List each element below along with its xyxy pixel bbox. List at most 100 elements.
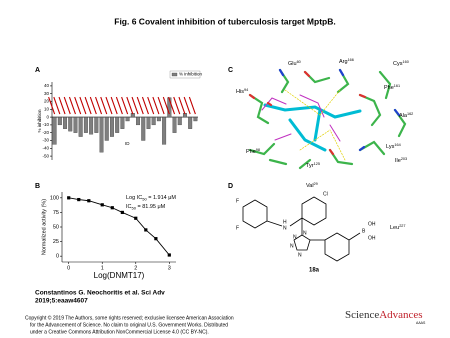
- panel-letter: C: [228, 67, 233, 74]
- residue-name: Val: [306, 183, 314, 189]
- data-point: [167, 253, 171, 257]
- bar: [57, 116, 62, 126]
- residue-number: 98: [256, 148, 260, 152]
- atom-label: OH: [368, 235, 376, 241]
- y-tick-label: 100: [50, 195, 59, 201]
- residue-label: Arg166: [339, 58, 354, 65]
- data-point: [134, 216, 138, 220]
- category-label-mark: [100, 96, 108, 115]
- annotation-text: = 1.914 μM: [147, 195, 177, 201]
- residue-number: 161: [394, 84, 400, 88]
- data-point: [100, 203, 104, 207]
- bar: [151, 116, 156, 126]
- x-tick-label: 0: [67, 265, 70, 271]
- data-point: [154, 237, 158, 241]
- annotation-subscript: 50: [132, 206, 137, 211]
- residue-name: Glu: [288, 61, 297, 67]
- category-label-mark: [79, 96, 87, 115]
- copyright-line: for the Advancement of Science. No claim…: [30, 322, 228, 328]
- category-label-mark: [121, 96, 129, 115]
- bar: [125, 116, 130, 122]
- bar: [146, 116, 151, 129]
- annotation-subscript: 50: [142, 197, 147, 202]
- bar: [177, 116, 182, 126]
- residue-label: Val29: [306, 182, 318, 189]
- data-point: [144, 228, 148, 232]
- y-tick-label: 10: [44, 106, 50, 111]
- residue-number: 94: [244, 88, 248, 92]
- atom-label: OH: [368, 221, 376, 227]
- logo-aaas: AAAS: [416, 321, 426, 325]
- bar: [52, 116, 57, 145]
- residue-name: Lys: [386, 144, 395, 150]
- category-label-mark: [115, 96, 123, 115]
- residue-label: Leu227: [390, 224, 406, 231]
- residue-label: Glu60: [288, 60, 301, 67]
- bar: [89, 116, 94, 135]
- category-label-mark: [53, 96, 61, 115]
- x-tick-label: 2: [134, 265, 137, 271]
- residue-label: Cys160: [393, 60, 409, 67]
- y-tick-label: 50: [53, 224, 59, 230]
- y-tick-label: 30: [44, 91, 50, 96]
- residue-name: His: [236, 89, 244, 95]
- category-label-mark: [84, 96, 92, 115]
- data-point: [87, 199, 91, 203]
- legend-label: % inhibition: [179, 72, 203, 77]
- residue-number: 125: [314, 162, 320, 166]
- bar: [94, 116, 99, 133]
- annotation: Log IC50 = 1.914 μM: [126, 195, 176, 201]
- residue-number: 164: [394, 143, 400, 147]
- category-label-mark: [95, 96, 103, 115]
- category-label-mark: [58, 96, 66, 115]
- y-axis-label: Normalized activity (%): [41, 199, 47, 255]
- category-label-mark: [131, 96, 139, 115]
- atom-label: N: [303, 230, 307, 236]
- category-label-mark: [126, 96, 134, 115]
- category-label-mark: [147, 96, 155, 115]
- residue-name: Tyr: [306, 163, 314, 169]
- x-axis-label: Log(DNMT17): [94, 271, 145, 280]
- atom-label: F: [236, 198, 239, 204]
- residue-number: 227: [399, 224, 405, 228]
- category-label-mark: [152, 96, 160, 115]
- annotation: IC50 = 81.95 μM: [126, 204, 166, 210]
- residue-name: Cys: [393, 61, 403, 67]
- category-label-mark: [162, 96, 170, 115]
- residue-label: Phe98: [246, 148, 260, 155]
- bar: [104, 116, 109, 141]
- panel-letter: B: [35, 183, 40, 190]
- y-tick-label: -20: [42, 130, 49, 135]
- category-label-mark: [168, 96, 176, 115]
- y-tick-label: -40: [42, 145, 49, 150]
- residue-number: 29: [314, 182, 318, 186]
- atom-label: N: [283, 225, 287, 231]
- citation: Constantinos G. Neochoritis et al. Sci A…: [35, 290, 165, 297]
- x-axis-label: ID: [125, 141, 130, 146]
- bar: [73, 116, 78, 133]
- residue-number: 160: [402, 60, 408, 64]
- residue-name: Ala: [399, 113, 408, 119]
- y-tick-label: -50: [42, 153, 49, 158]
- bar: [172, 116, 177, 133]
- logo-science: Science: [345, 309, 379, 321]
- category-label-mark: [141, 96, 149, 115]
- data-point: [110, 206, 114, 210]
- residue-name: Ile: [395, 158, 401, 164]
- atom-label: H: [283, 219, 287, 225]
- logo: ScienceAdvances: [345, 309, 423, 321]
- bar: [162, 116, 167, 145]
- category-label-mark: [183, 96, 191, 115]
- y-axis-label: % inhibition: [37, 109, 42, 133]
- y-tick-label: 40: [44, 83, 50, 88]
- bar: [78, 116, 83, 137]
- residue-label: Lys164: [386, 143, 401, 150]
- protein-sticks: [248, 68, 407, 170]
- bar: [156, 116, 161, 122]
- category-label-mark: [136, 96, 144, 115]
- category-label-mark: [188, 96, 196, 115]
- residue-name: Phe: [384, 85, 394, 91]
- atom-label: F: [236, 225, 239, 231]
